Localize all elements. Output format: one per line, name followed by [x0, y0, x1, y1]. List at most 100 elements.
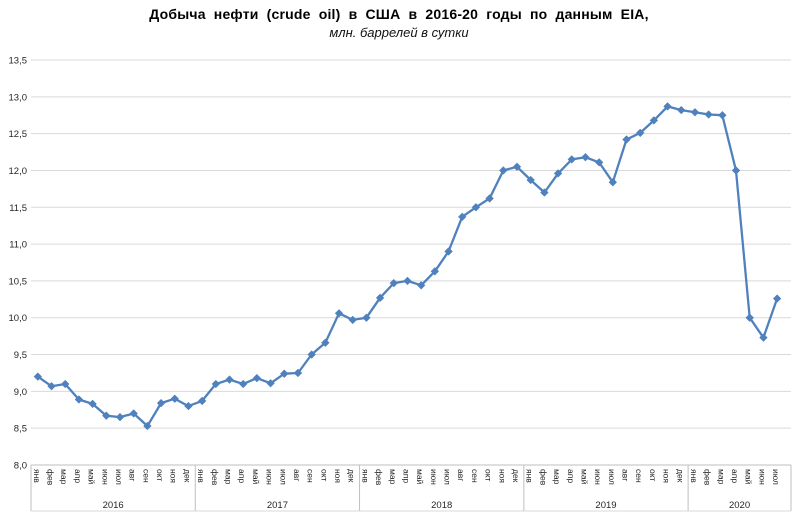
x-month-label: апр — [566, 469, 576, 483]
data-point-marker — [60, 379, 70, 389]
data-point-marker — [677, 105, 686, 115]
x-year-label: 2020 — [729, 500, 750, 511]
x-month-label: июн — [265, 469, 275, 485]
data-point-marker — [115, 412, 125, 422]
y-tick-label: 13,0 — [9, 92, 28, 103]
x-month-label: апр — [237, 469, 247, 483]
x-month-label: ноя — [169, 469, 179, 483]
x-month-label: окт — [155, 469, 165, 482]
data-point-marker — [156, 398, 166, 408]
x-month-label: июн — [429, 469, 439, 485]
x-month-label: июл — [278, 469, 288, 485]
x-month-label: сен — [634, 469, 644, 483]
data-point-marker — [184, 401, 193, 411]
y-tick-label: 13,5 — [9, 56, 28, 67]
data-point-marker — [772, 294, 782, 303]
x-month-label: апр — [730, 469, 740, 483]
x-month-label: ноя — [497, 469, 507, 483]
data-point-marker — [649, 116, 659, 125]
data-point-marker — [731, 166, 741, 175]
data-point-marker — [403, 276, 412, 286]
y-axis-labels: 13,5 13,0 12,5 12,0 11,5 11,0 10,5 10,0 9,5 9,0 8,… — [9, 56, 28, 472]
data-point-marker — [745, 313, 754, 322]
y-tick-label: 11,0 — [9, 240, 27, 251]
data-point-marker — [635, 128, 645, 138]
x-year-labels: 2016 2017 2018 2019 2020 — [30, 465, 792, 512]
x-month-label: фев — [210, 469, 220, 486]
data-point-marker — [718, 110, 727, 120]
y-tick-label: 11,5 — [9, 203, 27, 214]
data-point-marker — [389, 278, 399, 288]
x-year-label: 2019 — [595, 500, 616, 511]
x-month-label: июл — [607, 469, 617, 485]
data-point-marker — [416, 281, 426, 290]
x-month-label: мар — [716, 469, 726, 485]
data-point-marker — [594, 158, 604, 167]
y-tick-label: 9,0 — [14, 387, 27, 398]
data-point-marker — [457, 212, 467, 222]
chart-title: Добыча нефти (crude oil) в США в 2016-20… — [149, 6, 649, 22]
data-point-marker — [88, 399, 97, 409]
x-month-label: ноя — [333, 469, 343, 483]
x-month-label: янв — [360, 469, 370, 483]
y-tick-label: 9,5 — [14, 350, 27, 361]
data-point-marker — [170, 394, 179, 403]
x-month-label: сен — [141, 469, 151, 483]
data-point-marker — [512, 162, 522, 172]
x-month-label: авг — [292, 469, 302, 481]
x-month-label: янв — [32, 469, 42, 483]
data-point-marker — [430, 267, 440, 276]
x-month-label: мар — [224, 469, 234, 485]
data-point-marker — [499, 166, 508, 175]
x-month-label: апр — [73, 469, 83, 483]
x-month-label: дек — [182, 469, 192, 483]
data-point-marker — [444, 247, 453, 256]
x-month-label: июл — [114, 469, 124, 485]
x-month-label: окт — [484, 469, 494, 482]
y-tick-label: 8,0 — [14, 461, 27, 472]
data-point-marker — [553, 169, 563, 178]
y-tick-label: 12,0 — [9, 166, 28, 177]
data-point-marker — [74, 395, 84, 404]
data-point-marker — [567, 155, 577, 164]
y-tick-label: 8,5 — [14, 424, 27, 435]
x-month-labels: янв фев мар апр май июн июл авг сен окт ноя дек янв ф… — [32, 469, 781, 486]
y-gridlines — [31, 59, 791, 466]
data-point-marker — [143, 421, 152, 431]
data-point-marker — [225, 375, 234, 384]
data-point-marker — [102, 411, 111, 420]
x-month-label: сен — [306, 469, 316, 483]
x-month-label: авг — [128, 469, 138, 481]
data-point-marker — [293, 368, 303, 378]
x-month-label: авг — [621, 469, 631, 481]
data-point-marker — [280, 369, 289, 378]
data-point-marker — [362, 313, 371, 322]
y-tick-label: 10,0 — [9, 313, 28, 324]
data-point-marker — [759, 333, 768, 342]
data-point-marker — [197, 396, 207, 406]
data-point-marker — [129, 409, 138, 418]
chart-title-block: Добыча нефти (crude oil) в США в 2016-20… — [0, 5, 798, 42]
x-month-label: ноя — [662, 469, 672, 483]
x-month-label: сен — [470, 469, 480, 483]
x-year-label: 2018 — [431, 500, 452, 511]
data-point-marker — [375, 293, 385, 303]
series-line — [36, 105, 779, 428]
y-tick-label: 12,5 — [9, 129, 28, 140]
x-month-label: фев — [46, 469, 56, 486]
x-month-label: июл — [771, 469, 781, 485]
x-month-label: дек — [511, 469, 521, 483]
x-month-label: янв — [525, 469, 535, 483]
x-month-label: фев — [374, 469, 384, 486]
x-month-label: май — [415, 469, 425, 485]
x-month-label: дек — [347, 469, 357, 483]
data-point-marker — [211, 379, 221, 389]
x-month-label: янв — [689, 469, 699, 483]
x-year-label: 2017 — [267, 500, 288, 511]
x-month-label: май — [744, 469, 754, 485]
x-month-label: май — [579, 469, 589, 485]
data-point-marker — [704, 110, 713, 119]
x-month-label: дек — [675, 469, 685, 483]
data-point-marker — [307, 350, 316, 359]
